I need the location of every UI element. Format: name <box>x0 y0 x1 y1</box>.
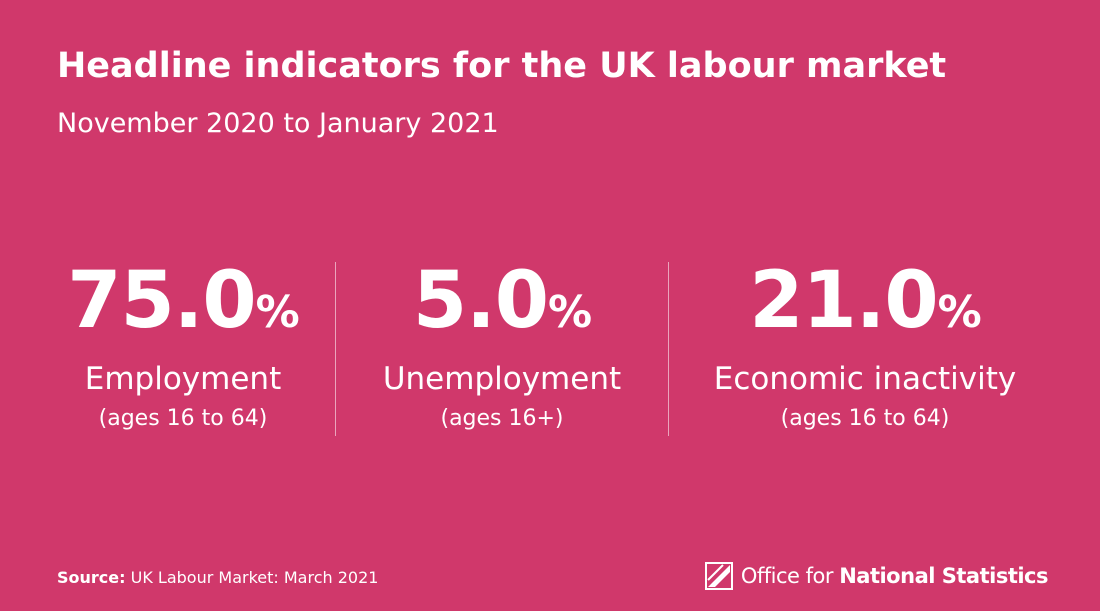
divider <box>335 262 336 436</box>
indicator-value: 75.0 <box>67 256 256 346</box>
indicator-value-line: 5.0% <box>337 255 667 359</box>
indicator: 75.0% Employment (ages 16 to 64) <box>18 255 348 439</box>
indicator-note: (ages 16 to 64) <box>780 406 950 431</box>
indicator-note: (ages 16+) <box>440 406 564 431</box>
logo-text: Office for <box>740 564 834 588</box>
indicator-label: Economic inactivity <box>713 361 1017 397</box>
source: Source: UK Labour Market: March 2021 <box>57 568 378 587</box>
source-text: UK Labour Market: March 2021 <box>130 568 379 587</box>
indicator-label: Employment <box>84 361 282 397</box>
indicator: 5.0% Unemployment (ages 16+) <box>337 255 667 439</box>
indicator-value: 21.0 <box>749 256 938 346</box>
title: Headline indicators for the UK labour ma… <box>57 46 947 86</box>
logo-icon <box>704 562 733 590</box>
indicator: 21.0% Economic inactivity (ages 16 to 64… <box>700 255 1030 439</box>
indicator-note: (ages 16 to 64) <box>98 406 268 431</box>
subtitle: November 2020 to January 2021 <box>57 108 499 139</box>
indicator-label: Unemployment <box>382 361 622 397</box>
indicator-unit: % <box>255 287 300 338</box>
indicator-value: 5.0 <box>412 256 549 346</box>
source-label: Source: <box>57 568 126 587</box>
indicator-unit: % <box>937 287 982 338</box>
indicator-unit: % <box>548 287 592 338</box>
logo-text-bold: National Statistics <box>839 564 1048 588</box>
logo: Office for National Statistics <box>704 562 1048 590</box>
divider <box>668 262 669 436</box>
indicator-value-line: 75.0% <box>18 255 348 359</box>
indicator-value-line: 21.0% <box>700 255 1030 359</box>
